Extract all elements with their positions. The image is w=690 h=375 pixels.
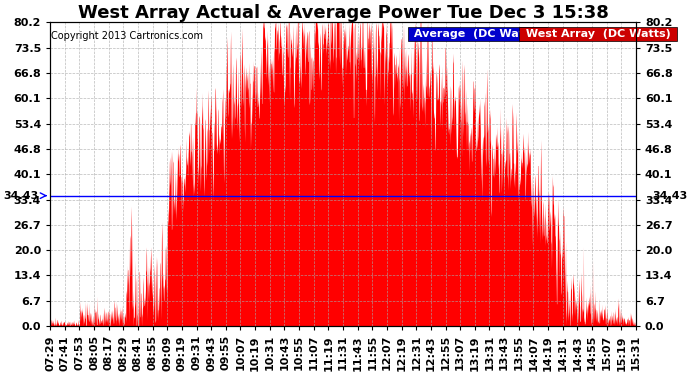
Text: 34.43: 34.43 (652, 190, 687, 201)
Text: 34.43: 34.43 (3, 190, 39, 201)
Text: West Array  (DC Watts): West Array (DC Watts) (522, 29, 674, 39)
Text: Copyright 2013 Cartronics.com: Copyright 2013 Cartronics.com (51, 32, 204, 42)
Title: West Array Actual & Average Power Tue Dec 3 15:38: West Array Actual & Average Power Tue De… (77, 4, 609, 22)
Text: Average  (DC Watts): Average (DC Watts) (411, 29, 545, 39)
